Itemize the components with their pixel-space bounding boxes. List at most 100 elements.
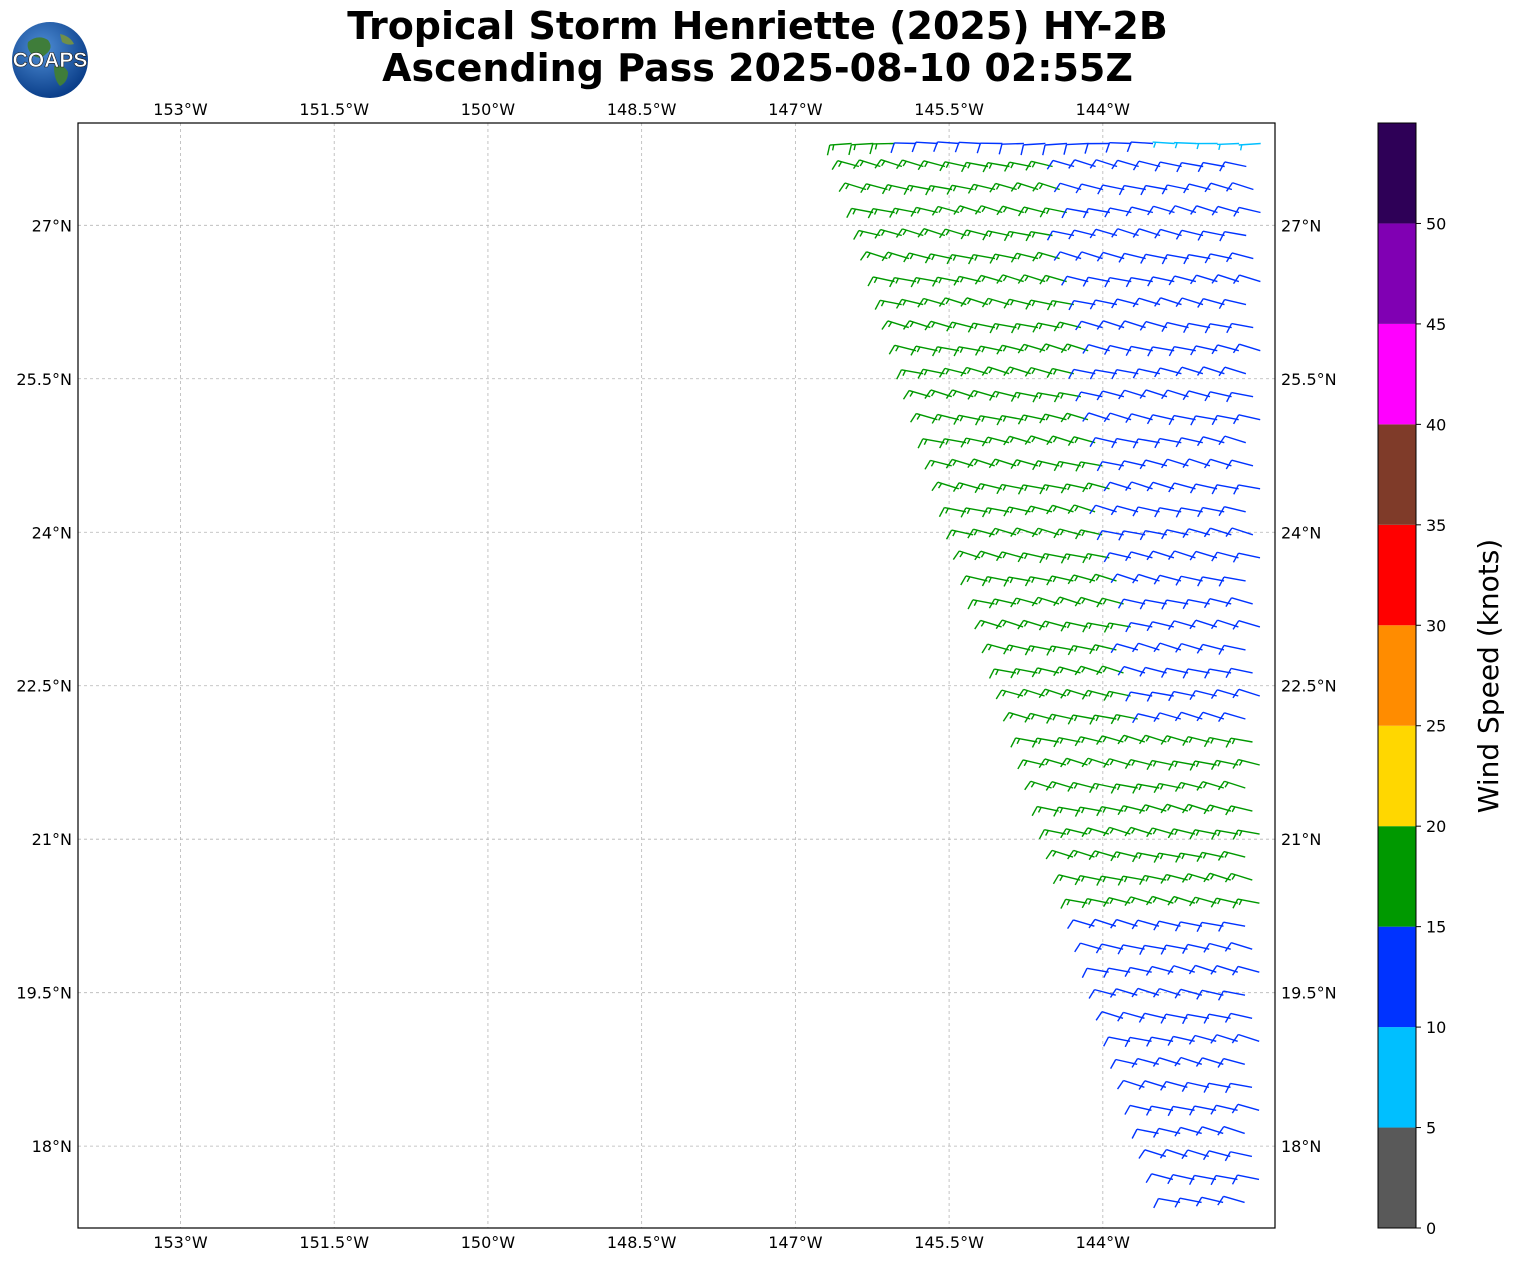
wind-barb	[1146, 759, 1174, 771]
wind-barb	[981, 576, 1010, 587]
wind-barb	[889, 276, 917, 288]
x-tick-label-bottom: 151.5°W	[299, 1233, 369, 1252]
wind-barb	[1103, 622, 1131, 633]
wind-barb	[1167, 965, 1196, 975]
wind-barb	[1053, 528, 1081, 539]
wind-barb	[1118, 530, 1146, 541]
wind-barb	[1018, 206, 1046, 217]
wind-barb	[974, 619, 1002, 630]
wind-barb	[1032, 251, 1060, 262]
y-tick-label-left: 19.5°N	[16, 984, 72, 1003]
wind-barb	[1104, 277, 1132, 288]
wind-barb	[1232, 343, 1261, 354]
wind-barb	[1181, 873, 1210, 883]
y-tick-label-right: 22.5°N	[1281, 677, 1337, 696]
wind-barb	[1139, 320, 1168, 331]
wind-barb	[989, 323, 1017, 334]
wind-barb	[1131, 919, 1160, 930]
wind-barb	[1096, 530, 1124, 541]
wind-barb	[1152, 1057, 1181, 1067]
wind-barb	[1081, 967, 1109, 978]
y-tick-label-right: 25.5°N	[1281, 370, 1337, 389]
wind-barb	[1103, 967, 1131, 978]
wind-barb	[1003, 644, 1031, 655]
x-tick-label-top: 145.5°W	[914, 100, 984, 119]
wind-barb	[1082, 207, 1111, 219]
colorbar-segment	[1378, 123, 1416, 224]
wind-barb	[1010, 597, 1038, 608]
wind-barb	[924, 459, 952, 470]
wind-barb	[1204, 182, 1233, 193]
x-tick-label-top: 150°W	[461, 100, 516, 119]
wind-barb	[1110, 505, 1139, 516]
wind-barb	[1154, 437, 1182, 449]
wind-barb	[1189, 760, 1217, 771]
wind-barb	[1188, 1034, 1217, 1045]
wind-barb	[1089, 504, 1117, 515]
wind-barb	[1140, 184, 1168, 196]
wind-barb	[1154, 228, 1182, 239]
wind-barb	[1046, 713, 1074, 724]
y-tick-label-right: 24°N	[1281, 523, 1321, 542]
wind-barb	[1082, 482, 1110, 493]
wind-barb	[1145, 1173, 1174, 1184]
wind-barb	[1152, 141, 1175, 148]
wind-barb	[903, 252, 931, 263]
wind-barb	[1182, 1013, 1210, 1025]
y-tick-label-left: 25.5°N	[16, 370, 72, 389]
wind-barb	[1139, 944, 1167, 956]
wind-barb	[838, 182, 867, 193]
colorbar: 0 5 10 15 20 25 30 35 40 45 50	[1377, 122, 1446, 1238]
wind-barb	[1204, 253, 1232, 264]
wind-barb	[933, 141, 960, 152]
wind-barb	[869, 142, 895, 155]
wind-barb	[1053, 392, 1082, 403]
wind-barb	[1031, 527, 1060, 538]
wind-barb	[1145, 1105, 1174, 1116]
wind-barb	[1074, 875, 1102, 886]
wind-barb	[881, 184, 910, 195]
wind-barb	[1063, 142, 1089, 155]
colorbar-segment	[1378, 725, 1416, 827]
wind-barb	[1081, 689, 1110, 700]
wind-barb	[1103, 481, 1132, 492]
wind-barb	[895, 159, 924, 170]
wind-barb	[1225, 805, 1253, 816]
wind-barb	[1146, 414, 1175, 425]
wind-barb	[1175, 229, 1204, 240]
wind-barb	[981, 436, 1010, 447]
wind-barb	[1103, 690, 1131, 701]
x-tick-label-top: 144°W	[1076, 100, 1131, 119]
wind-barb	[1203, 736, 1232, 748]
wind-barb	[1139, 459, 1168, 470]
wind-barb	[1042, 142, 1068, 156]
wind-barb	[1003, 298, 1031, 309]
wind-barb	[1104, 207, 1132, 218]
wind-barb	[1217, 1125, 1245, 1136]
wind-barb	[1196, 643, 1225, 654]
wind-barb	[1010, 459, 1038, 469]
wind-barb	[968, 254, 996, 265]
wind-barb	[910, 412, 938, 423]
wind-barb	[1153, 782, 1181, 794]
wind-barb	[1125, 551, 1153, 562]
wind-barb	[867, 276, 895, 287]
wind-barb	[995, 689, 1024, 700]
wind-barb	[1203, 1013, 1231, 1024]
wind-barb	[1147, 276, 1175, 287]
y-tick-label-right: 21°N	[1281, 830, 1321, 849]
wind-barb	[1096, 461, 1124, 472]
wind-barb	[1096, 805, 1124, 817]
wind-barb	[1132, 160, 1161, 171]
wind-barb	[1046, 159, 1075, 170]
y-tick-label-right: 19.5°N	[1281, 984, 1337, 1003]
wind-barb	[1089, 228, 1118, 239]
wind-barb	[1210, 1174, 1238, 1186]
wind-barb	[1039, 274, 1067, 285]
wind-barb	[938, 506, 967, 518]
wind-barb	[1132, 368, 1161, 379]
wind-barb	[1117, 598, 1146, 609]
wind-barb	[967, 528, 995, 539]
wind-barb	[1017, 619, 1045, 630]
wind-barb	[1225, 527, 1254, 537]
